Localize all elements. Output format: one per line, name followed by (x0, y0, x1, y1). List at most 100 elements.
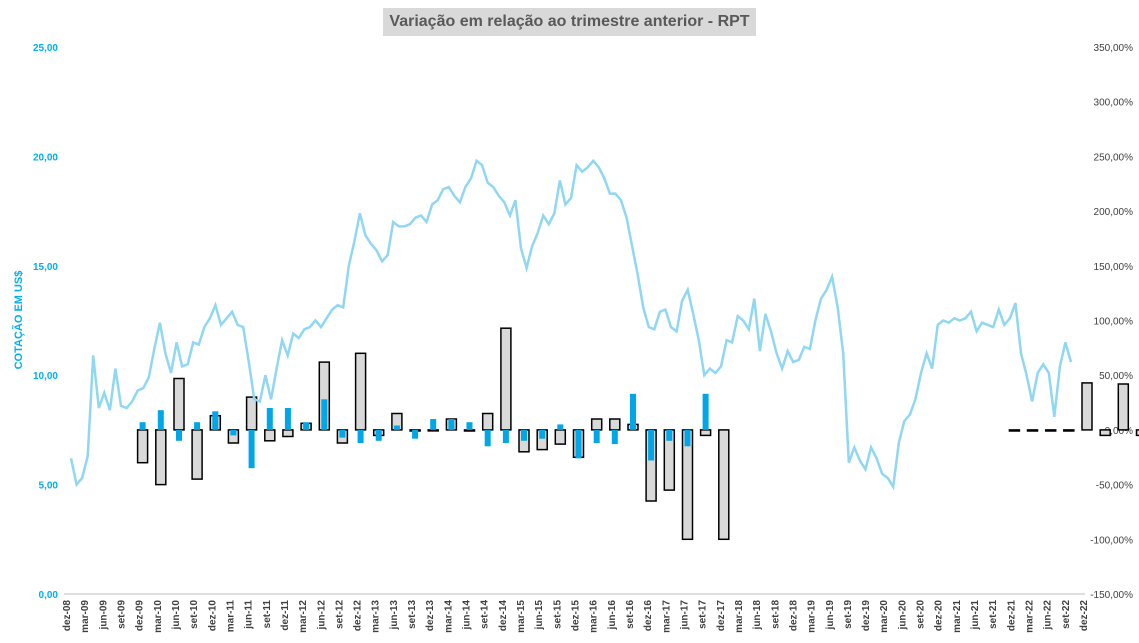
variation-blue-bar (357, 429, 364, 443)
variation-bar (245, 396, 258, 431)
x-tick-label: set-12 (334, 600, 345, 629)
variation-bar (699, 429, 712, 437)
variation-bar (1099, 429, 1111, 437)
y-right-tick-label: 0,00% (1105, 426, 1133, 437)
x-tick-label: dez-13 (425, 600, 436, 632)
x-tick-label: mar-15 (516, 600, 527, 633)
variation-bar (609, 418, 621, 431)
variation-bar (264, 429, 276, 442)
x-tick-label: dez-09 (135, 600, 146, 632)
x-tick-label: set-21 (988, 600, 999, 629)
variation-bar (1026, 429, 1039, 432)
variation-bar (554, 429, 567, 445)
variation-blue-bar (139, 422, 146, 430)
x-tick-label: dez-11 (280, 600, 291, 631)
x-tick-label: dez-19 (861, 600, 872, 632)
x-tick-label: jun-19 (825, 600, 836, 631)
variation-bar (481, 412, 494, 431)
x-tick-label: set-10 (189, 600, 200, 629)
variation-blue-bar (375, 429, 382, 441)
variation-blue-bar (593, 429, 600, 443)
x-tick-label: dez-22 (1079, 600, 1090, 632)
variation-bar (282, 429, 294, 438)
variation-bar (500, 327, 512, 431)
x-tick-label: set-11 (262, 600, 273, 629)
variation-blue-bar (194, 422, 201, 430)
x-tick-label: dez-17 (716, 600, 727, 632)
x-tick-label: set-18 (770, 600, 781, 629)
x-tick-label: set-09 (117, 600, 128, 629)
x-tick-label: mar-16 (589, 600, 600, 633)
y-right-tick-label: 150,00% (1094, 262, 1134, 273)
variation-blue-bar (321, 399, 328, 430)
x-tick-label: mar-13 (371, 600, 382, 633)
x-tick-label: jun-14 (462, 600, 473, 631)
x-tick-label: jun-20 (897, 600, 908, 631)
x-tick-label: mar-20 (879, 600, 890, 633)
x-tick-label: dez-14 (498, 600, 509, 632)
y-left-tick-label: 20,00 (33, 152, 58, 163)
y-left-tick-label: 0,00 (39, 590, 59, 601)
x-tick-label: set-13 (407, 600, 418, 629)
y-right-tick-label: -150,00% (1090, 590, 1133, 601)
variation-bar (155, 429, 167, 486)
variation-bar (191, 429, 203, 480)
variation-bar (1063, 429, 1075, 432)
variation-blue-bar (284, 408, 291, 430)
x-tick-label: dez-16 (643, 600, 654, 632)
variation-bar (1135, 429, 1139, 437)
variation-blue-bar (430, 419, 437, 430)
y-right-tick-label: 300,00% (1094, 98, 1134, 109)
x-tick-label: jun-10 (171, 600, 182, 631)
x-tick-label: jun-17 (680, 600, 691, 631)
y-left-tick-label: 5,00 (39, 481, 59, 492)
y-right-tick-label: 200,00% (1094, 207, 1134, 218)
variation-blue-bar (466, 422, 473, 430)
variation-blue-bar (539, 429, 546, 439)
x-tick-label: mar-21 (952, 600, 963, 633)
variation-bar (463, 429, 476, 432)
x-tick-label: dez-20 (934, 600, 945, 632)
x-tick-label: dez-18 (788, 600, 799, 632)
variation-blue-bar (448, 419, 455, 430)
x-tick-label: set-15 (552, 600, 563, 629)
variation-bar (1044, 429, 1057, 432)
variation-bar (681, 429, 694, 541)
variation-blue-bar (666, 429, 673, 441)
x-tick-label: mar-10 (153, 600, 164, 633)
y-right-tick-label: -50,00% (1096, 481, 1133, 492)
x-tick-label: jun-13 (389, 600, 400, 631)
variation-blue-bar (248, 429, 255, 469)
variation-bar (1008, 429, 1021, 432)
y-right-tick-label: 250,00% (1094, 152, 1134, 163)
x-tick-label: dez-10 (207, 600, 218, 632)
x-tick-label: mar-14 (443, 600, 454, 633)
x-tick-label: jun-09 (98, 600, 109, 631)
x-tick-label: set-17 (698, 600, 709, 629)
y-right-tick-label: 100,00% (1094, 317, 1134, 328)
variation-blue-bar (648, 429, 655, 461)
variation-blue-bar (684, 429, 691, 447)
variation-bar (427, 429, 439, 432)
x-tick-label: dez-12 (353, 600, 364, 632)
x-tick-label: jun-16 (607, 600, 618, 631)
x-tick-label: mar-18 (734, 600, 745, 633)
variation-blue-bar (157, 410, 164, 430)
x-tick-label: mar-17 (661, 600, 672, 633)
variation-blue-bar (393, 425, 400, 430)
y-right-tick-label: 350,00% (1094, 43, 1134, 54)
x-tick-label: mar-19 (807, 600, 818, 633)
variation-blue-bar (176, 429, 182, 441)
x-tick-label: mar-12 (298, 600, 309, 633)
variation-bar (173, 377, 185, 431)
x-tick-label: jun-12 (316, 600, 327, 631)
variation-bar (354, 352, 367, 431)
x-tick-label: jun-22 (1043, 600, 1054, 631)
variation-bar (590, 418, 603, 431)
variation-blue-bar (230, 429, 237, 436)
y-left-tick-label: 25,00 (33, 43, 58, 54)
x-tick-label: dez-15 (571, 600, 582, 632)
variation-blue-bar (630, 393, 636, 430)
variation-blue-bar (557, 424, 564, 430)
